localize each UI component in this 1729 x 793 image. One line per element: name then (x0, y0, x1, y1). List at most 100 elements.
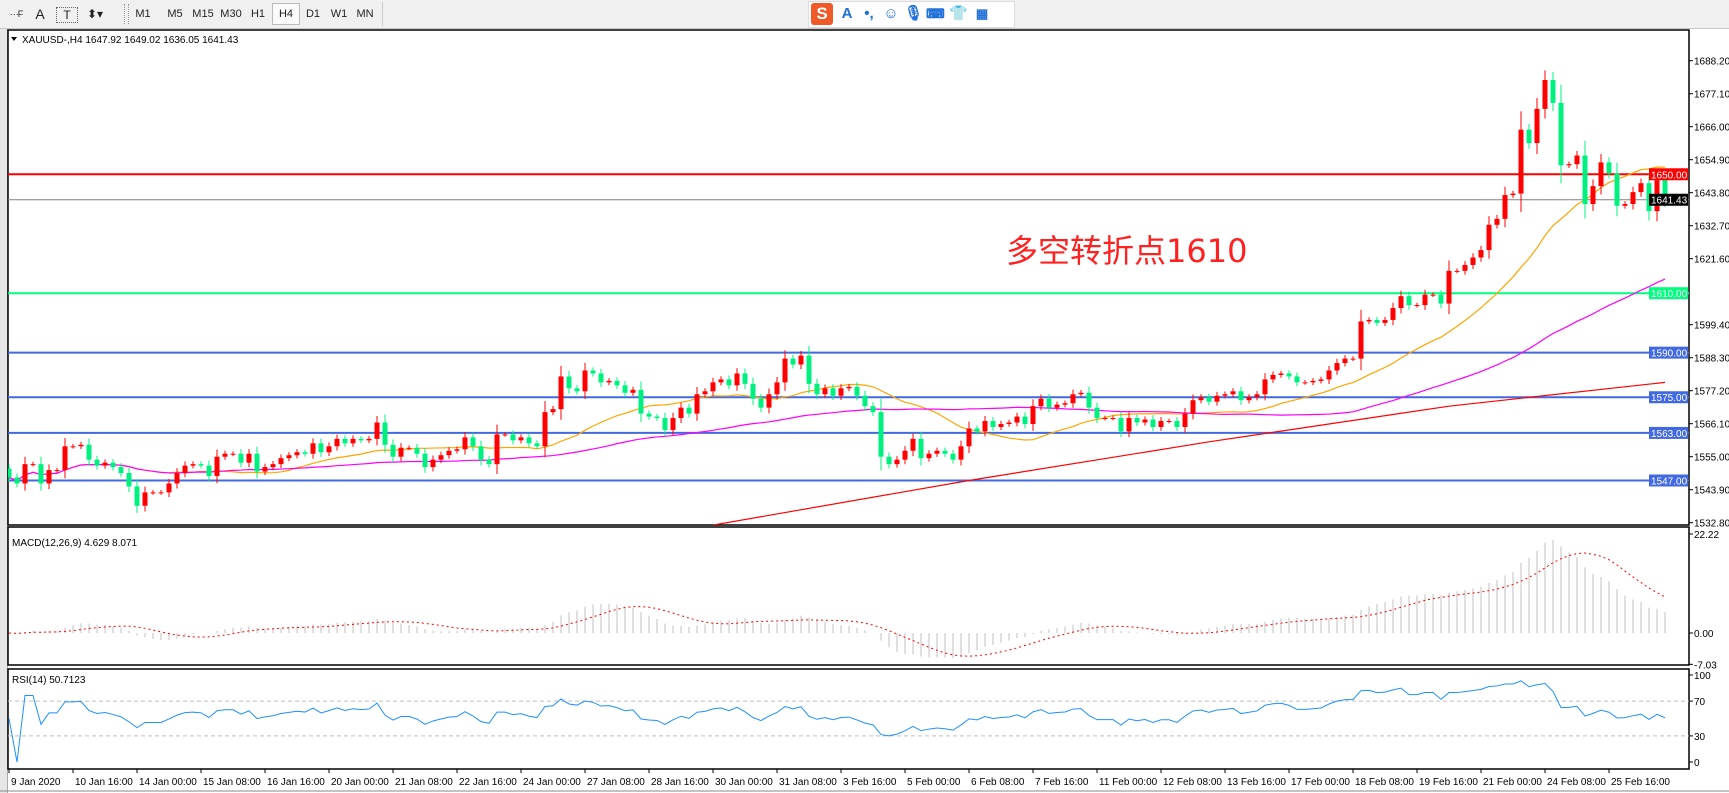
candle (462, 432, 468, 455)
candle-body (166, 483, 172, 493)
candle-body (974, 428, 980, 432)
time-tick-label: 22 Jan 16:00 (459, 777, 517, 788)
text-A-icon[interactable]: A (35, 6, 45, 22)
candle-body (1494, 218, 1500, 225)
toolbox-icon[interactable]: ▦ (975, 6, 989, 21)
candle (350, 435, 356, 447)
ime-toolbar: S A •, ☺ 🎙 ⌨ 👕 ▦ (808, 1, 1015, 28)
candle (1494, 214, 1500, 229)
candle-body (1606, 162, 1612, 174)
candle (1614, 162, 1620, 217)
toolbar-divider (382, 2, 383, 26)
candle-body (870, 406, 876, 413)
rsi-title: RSI(14) 50.7123 (12, 675, 86, 686)
toolbar-separator (124, 4, 129, 24)
candle (1230, 388, 1236, 398)
timeframe-m5[interactable]: M5 (167, 8, 183, 20)
candle (734, 368, 740, 391)
timeframe-m15[interactable]: M15 (192, 8, 214, 20)
candle-body (534, 443, 540, 447)
candle (318, 438, 324, 457)
candle-body (598, 373, 604, 383)
candle (1446, 260, 1452, 315)
candle-body (182, 465, 188, 474)
time-tick-label: 3 Feb 16:00 (843, 777, 897, 788)
sogou-logo-icon[interactable]: S (811, 3, 833, 25)
emoji-icon[interactable]: ☺ (883, 5, 899, 22)
chinese-english-icon[interactable]: A (841, 5, 853, 22)
price-tick-label: 1532.80 (1694, 519, 1729, 530)
candle-body (782, 358, 788, 383)
chart-menu-triangle-icon[interactable] (11, 37, 17, 41)
candle-body (1446, 270, 1452, 304)
candle (630, 386, 636, 396)
candle-body (1142, 419, 1148, 423)
candle (1566, 161, 1572, 169)
candle-body (1126, 418, 1132, 432)
candle (8, 463, 12, 483)
candle-body (398, 447, 404, 457)
candle (1350, 356, 1356, 361)
arrows-icon[interactable]: ⬍▾ (86, 7, 104, 21)
candle-body (1246, 397, 1252, 401)
candle-body (1374, 319, 1380, 323)
candle (166, 478, 172, 497)
candle-body (238, 453, 244, 463)
candle-body (790, 358, 796, 365)
keyboard-icon[interactable]: ⌨ (926, 6, 945, 21)
candle-body (14, 477, 20, 484)
candle (126, 467, 132, 493)
candle-body (982, 421, 988, 432)
candle-body (1406, 296, 1412, 306)
candle-body (718, 379, 724, 383)
candle-body (1430, 294, 1436, 296)
candle (214, 449, 220, 484)
candle (542, 401, 548, 458)
candle (1182, 407, 1188, 433)
timeframe-h1[interactable]: H1 (250, 8, 266, 20)
timeframe-h4[interactable]: H4 (272, 3, 300, 25)
candle (854, 382, 860, 401)
candle (1382, 316, 1388, 327)
candle (790, 354, 796, 369)
candle (1158, 417, 1164, 431)
candle-body (206, 465, 212, 477)
candle (758, 394, 764, 413)
rsi-pane-frame (7, 668, 1690, 770)
macd-tick-label: 0.00 (1694, 629, 1714, 640)
price-line-label: 1563.00 (1651, 429, 1688, 440)
timeframe-mn[interactable]: MN (356, 8, 374, 20)
candle-body (1046, 398, 1052, 408)
period-separator-icon[interactable]: ⋯F (9, 9, 24, 19)
candle-body (278, 458, 284, 465)
candle-body (222, 453, 228, 457)
candle (1062, 400, 1068, 408)
timeframe-m30[interactable]: M30 (220, 8, 242, 20)
candle-body (1278, 373, 1284, 375)
candle (1022, 412, 1028, 429)
skin-icon[interactable]: 👕 (949, 5, 968, 22)
candle-body (566, 376, 572, 389)
text-label-icon[interactable]: T (56, 7, 78, 23)
punctuation-icon[interactable]: •, (864, 5, 874, 22)
candle (1430, 292, 1436, 298)
candle (438, 451, 444, 464)
candle-body (518, 437, 524, 441)
candle (222, 450, 228, 460)
candle (446, 447, 452, 459)
timeframe-d1[interactable]: D1 (305, 8, 321, 20)
candle-body (94, 459, 100, 466)
candle (1278, 370, 1284, 378)
candle (606, 378, 612, 386)
timeframe-m1[interactable]: M1 (135, 8, 151, 20)
candle (1014, 412, 1020, 427)
candle-body (1342, 358, 1348, 364)
candle-body (86, 444, 92, 460)
candle-body (318, 443, 324, 453)
candle-body (406, 447, 412, 449)
candle (926, 450, 932, 462)
microphone-icon[interactable]: 🎙 (904, 5, 924, 22)
price-line-label: 1641.43 (1651, 196, 1688, 207)
timeframe-w1[interactable]: W1 (330, 8, 348, 20)
